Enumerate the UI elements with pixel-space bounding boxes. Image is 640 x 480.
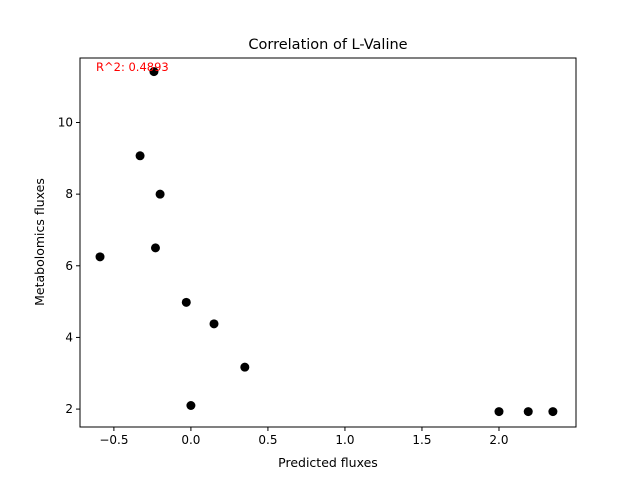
y-tick-label: 10 bbox=[58, 115, 73, 129]
data-point bbox=[523, 407, 533, 417]
x-axis-label: Predicted fluxes bbox=[278, 455, 378, 470]
data-point bbox=[149, 67, 159, 77]
y-tick-label: 6 bbox=[65, 259, 73, 273]
y-tick-label: 8 bbox=[65, 187, 73, 201]
x-tick-label: 0.0 bbox=[181, 433, 200, 447]
data-point bbox=[135, 151, 145, 161]
plot-area: −0.5 0.0 0.5 1.0 1.5 2.0 2 4 6 8 10 bbox=[58, 67, 558, 447]
y-tick-label: 4 bbox=[65, 330, 73, 344]
y-tick-label: 2 bbox=[65, 402, 73, 416]
data-point bbox=[186, 401, 196, 411]
chart-title: Correlation of L-Valine bbox=[248, 37, 407, 53]
x-tick-label: 1.5 bbox=[412, 433, 431, 447]
y-axis-label: Metabolomics fluxes bbox=[32, 178, 47, 306]
x-tick-label: 1.0 bbox=[335, 433, 354, 447]
x-tick-label: 0.5 bbox=[258, 433, 277, 447]
data-point bbox=[209, 319, 219, 329]
data-point bbox=[95, 252, 105, 262]
data-point bbox=[150, 243, 160, 253]
data-point bbox=[155, 189, 165, 199]
axes-frame bbox=[79, 57, 577, 428]
x-tick-label: −0.5 bbox=[99, 433, 128, 447]
data-point bbox=[548, 407, 558, 417]
r-squared-annotation: R^2: 0.4893 bbox=[96, 60, 169, 74]
data-point bbox=[240, 362, 250, 372]
x-tick-label: 2.0 bbox=[489, 433, 508, 447]
data-point bbox=[494, 407, 504, 417]
data-point bbox=[181, 297, 191, 307]
